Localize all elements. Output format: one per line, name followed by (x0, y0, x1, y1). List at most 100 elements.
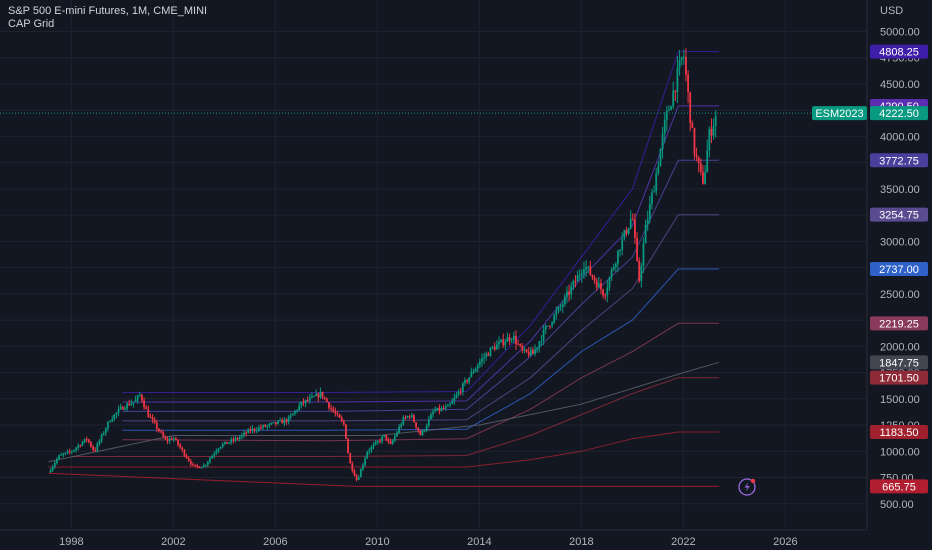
candle-body (264, 425, 267, 427)
candle-body (504, 341, 507, 346)
candle-body (519, 344, 522, 346)
candle-body (498, 341, 500, 345)
candle-body (540, 340, 543, 342)
candle-body (665, 110, 668, 121)
candle-body (166, 439, 169, 441)
candle-body (451, 401, 454, 405)
candle-body (240, 434, 243, 438)
candle-body (68, 451, 71, 453)
candle-body (168, 438, 171, 441)
y-tick-label: 2000.00 (880, 341, 920, 353)
candle-body (85, 438, 88, 440)
candle-body (94, 449, 97, 451)
candle-body (83, 438, 86, 443)
candle-body (262, 425, 264, 428)
candle-body (455, 394, 458, 398)
candle-body (364, 458, 366, 465)
candle-body (542, 329, 545, 341)
candle-body (353, 470, 356, 476)
candle-body (211, 455, 213, 459)
candle-body (423, 429, 426, 431)
candle-body (396, 432, 398, 437)
lightning-icon[interactable] (738, 478, 756, 496)
candle-body (183, 449, 186, 456)
candle-body (404, 417, 407, 419)
candle-body (155, 422, 158, 429)
candle-body (714, 115, 717, 126)
candle-body (389, 441, 392, 444)
candle-body (710, 129, 713, 136)
candle-body (90, 442, 92, 447)
candle-body (351, 463, 354, 471)
candle-body (202, 465, 205, 468)
candle-body (296, 410, 298, 412)
candle-body (206, 461, 209, 465)
candle-body (187, 458, 190, 461)
y-tick-label: 1000.00 (880, 446, 920, 458)
y-tick-label: 500.00 (880, 499, 914, 511)
candle-body (302, 401, 305, 404)
candle-body (283, 419, 286, 424)
candle-body (385, 434, 388, 440)
candle-body (172, 438, 175, 440)
candle-body (160, 431, 162, 433)
candle-body (92, 446, 94, 450)
candle-body (491, 346, 494, 348)
candle-body (119, 406, 122, 410)
candle-body (415, 422, 417, 428)
candle-body (153, 419, 156, 423)
candle-body (568, 291, 570, 295)
candle-body (595, 281, 598, 288)
candle-body (578, 275, 581, 277)
candle-body (321, 391, 324, 398)
candle-body (179, 444, 182, 448)
candle-body (585, 267, 587, 270)
price-tag-label: 2737.00 (879, 264, 919, 276)
candle-body (349, 453, 352, 464)
candle-body (485, 353, 488, 358)
candle-body (311, 396, 313, 398)
candle-body (648, 203, 651, 220)
price-tag-bg (870, 370, 928, 385)
candle-body (200, 467, 203, 469)
candle-body (328, 402, 330, 408)
candle-body (561, 304, 564, 307)
candle-body (285, 419, 288, 423)
candle-body (447, 405, 449, 407)
candle-body (604, 295, 607, 297)
candle-body (130, 403, 133, 406)
candle-body (111, 419, 114, 422)
price-tag-bg (870, 316, 928, 331)
candle-body (408, 416, 411, 418)
time-scale[interactable]: 1998 2002 2006 2010 2014 2018 2022 2026 (59, 536, 797, 548)
candle-body (625, 230, 628, 234)
y-tick-label: 1500.00 (880, 394, 920, 406)
candle-body (268, 423, 271, 426)
candle-body (219, 446, 222, 449)
candle-body (691, 122, 694, 129)
candle-body (215, 451, 218, 454)
candle-body (468, 377, 471, 382)
candle-body (551, 322, 553, 326)
cap-grid-levels (48, 51, 720, 487)
candle-body (580, 273, 583, 276)
candle-body (631, 219, 634, 221)
candle-body (559, 306, 562, 308)
candle-body (107, 421, 109, 429)
price-tag-label: 4808.25 (879, 47, 919, 59)
indicator-title[interactable]: CAP Grid (8, 18, 55, 30)
candle-body (308, 397, 311, 401)
candle-body (232, 439, 235, 441)
candle-body (306, 400, 309, 402)
candle-body (682, 56, 685, 58)
symbol-title[interactable]: S&P 500 E-mini Futures, 1M, CME_MINI (8, 5, 208, 17)
candle-body (702, 171, 704, 184)
candle-body (49, 470, 52, 473)
cap-grid-line (122, 51, 720, 393)
candle-body (64, 452, 67, 454)
candle-body (493, 346, 496, 350)
candle-body (136, 395, 139, 400)
candle-body (149, 417, 152, 419)
candle-body (697, 156, 700, 164)
